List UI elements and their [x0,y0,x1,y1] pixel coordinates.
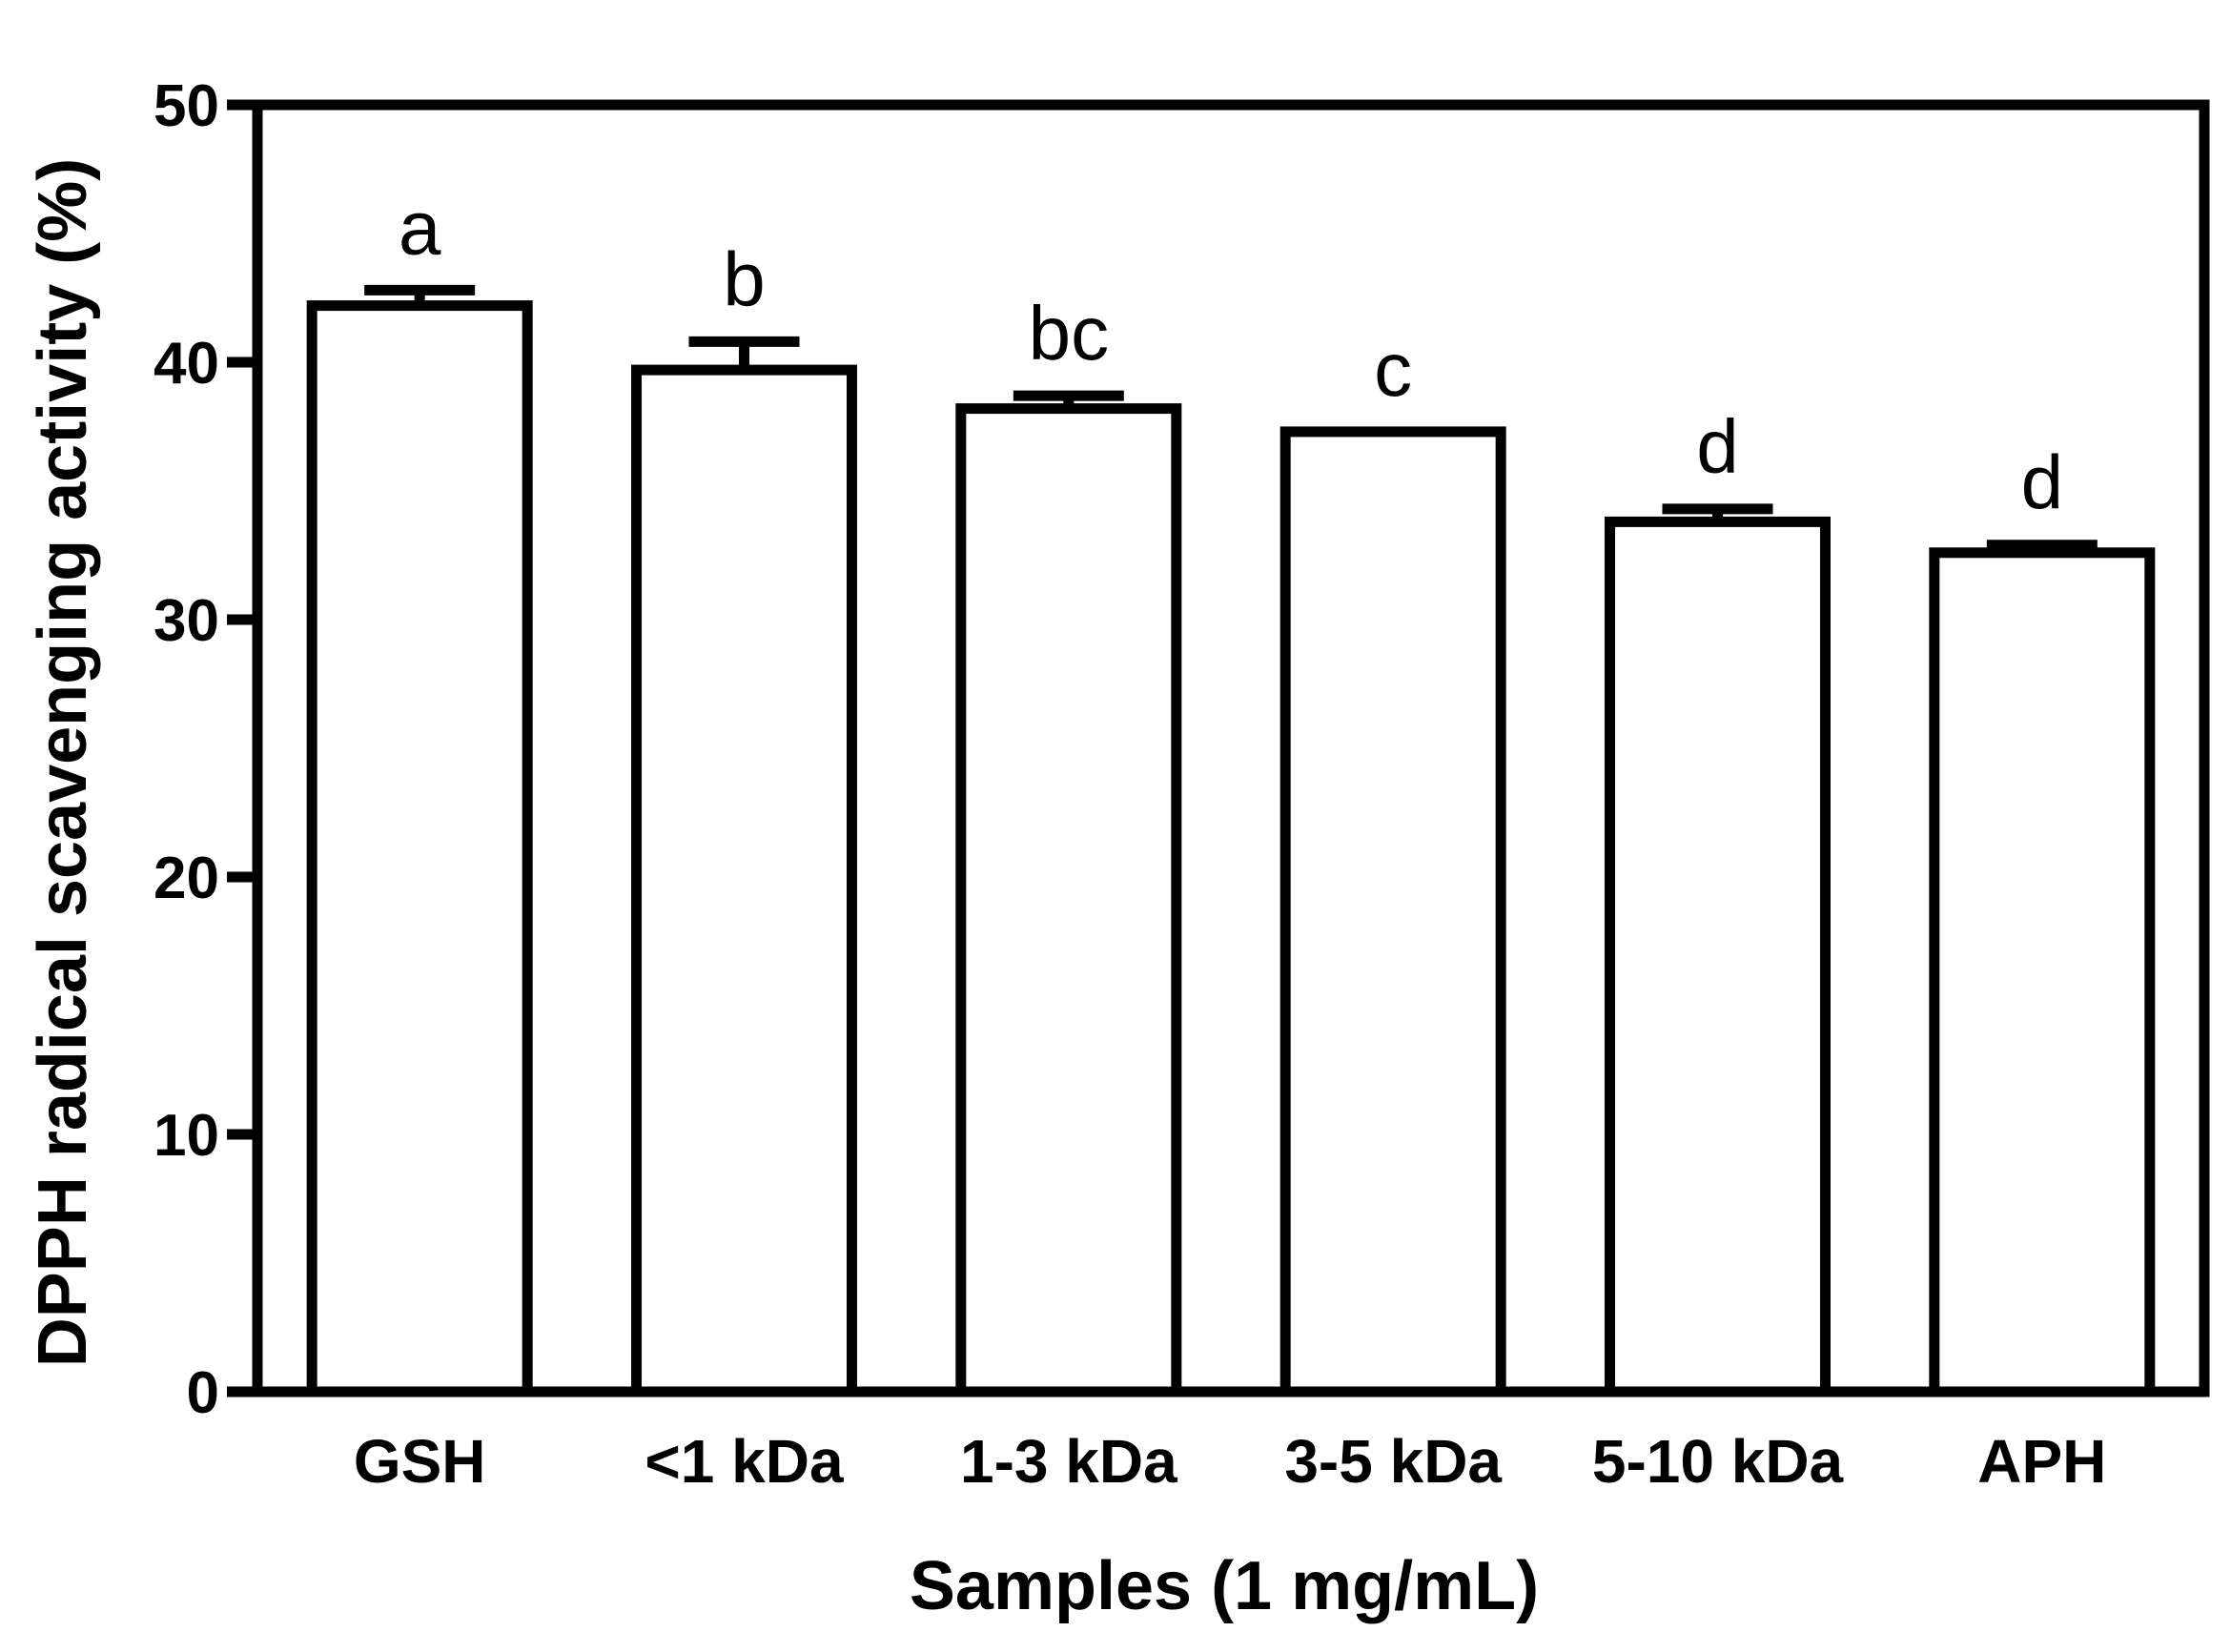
y-tick-label: 40 [154,331,219,397]
bar [1929,547,2156,1397]
x-tick-label: 5-10 kDa [1592,1427,1844,1496]
y-tick-label: 0 [187,1360,219,1426]
significance-letter: c [1374,327,1412,412]
axes [227,99,2210,1397]
labels: 0 10 20 30 40 50 a GSH b <1 kDa bc 1-3 kDa c 3-5 kDa d… [154,73,2106,1496]
x-tick-label: 3-5 kDa [1284,1427,1502,1496]
y-axis-title: DPPH radical scavenging activity (%) [25,158,101,1367]
bar [1605,516,1831,1397]
bar [1279,426,1506,1397]
y-tick-label: 10 [154,1103,219,1169]
bars [306,284,2156,1397]
significance-letter: d [2021,440,2064,525]
bar [306,300,533,1397]
bar [631,364,857,1397]
y-tick-label: 20 [154,846,219,911]
y-tick-label: 50 [154,73,219,139]
x-tick-label: <1 kDa [645,1427,844,1496]
significance-letter: d [1696,404,1739,489]
significance-letter: b [723,236,766,321]
x-tick-label: 1-3 kDa [960,1427,1177,1496]
significance-letter: bc [1029,291,1110,376]
plot-frame [252,99,2210,1397]
x-tick-label: APH [1977,1427,2106,1496]
significance-letter: a [399,185,441,270]
y-tick-label: 30 [154,588,219,654]
bar [955,403,1182,1397]
x-axis-title: Samples (1 mg/mL) [910,1548,1539,1624]
x-tick-label: GSH [354,1427,486,1496]
